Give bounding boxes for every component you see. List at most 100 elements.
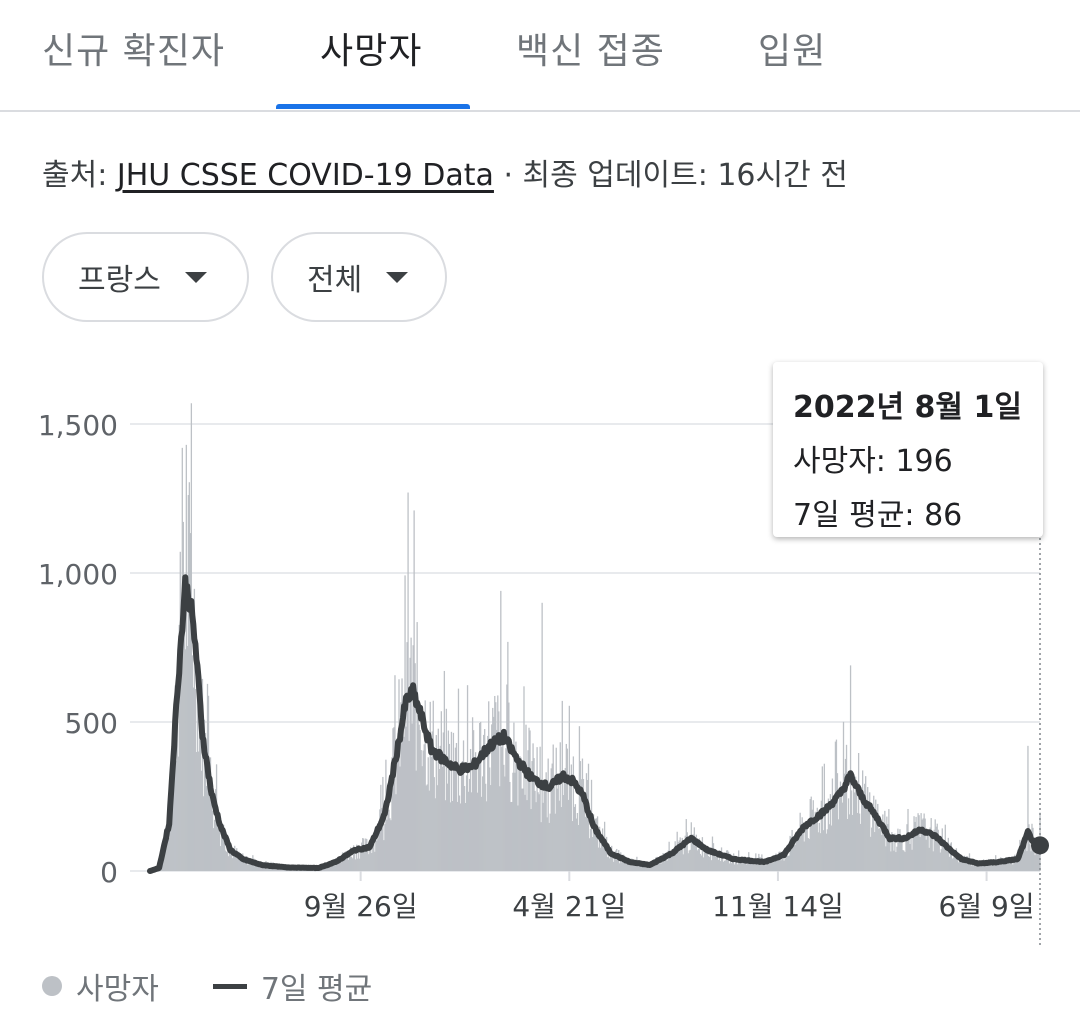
daily-bar (461, 761, 464, 871)
daily-bar (998, 859, 1000, 871)
daily-bar (704, 846, 707, 871)
source-link[interactable]: JHU CSSE COVID-19 Data (116, 158, 494, 193)
daily-bar (754, 864, 756, 871)
daily-bar (887, 824, 889, 871)
daily-bar (403, 736, 405, 871)
daily-bar (842, 721, 845, 871)
daily-bar (858, 813, 861, 871)
daily-bar (537, 792, 539, 871)
daily-bar (949, 843, 951, 871)
daily-bar (819, 833, 821, 871)
daily-bar (928, 847, 930, 871)
daily-bar (739, 858, 741, 871)
daily-bar (740, 859, 742, 871)
daily-bar (429, 701, 431, 871)
daily-bar (464, 802, 467, 871)
daily-bar (713, 854, 716, 871)
daily-bar (808, 838, 810, 871)
daily-bar (699, 853, 702, 871)
daily-bar (715, 856, 718, 871)
daily-bar (770, 860, 772, 871)
tab-vaccinations[interactable]: 백신 접종 (516, 31, 665, 72)
daily-bar (622, 858, 624, 871)
daily-bar (980, 863, 983, 871)
daily-bar (620, 852, 622, 871)
daily-bar (553, 786, 555, 871)
selected-point-marker (1031, 836, 1049, 855)
daily-bar (484, 728, 486, 871)
daily-bar (472, 730, 475, 871)
daily-bar (228, 856, 230, 871)
daily-bar (481, 796, 483, 871)
daily-bar (777, 857, 779, 871)
daily-bar (634, 862, 636, 871)
tab-hospitalizations[interactable]: 입원 (758, 31, 827, 72)
daily-bar (565, 743, 567, 871)
daily-bar (871, 827, 873, 871)
daily-bar (767, 862, 769, 871)
tab-deaths[interactable]: 사망자 (320, 31, 423, 72)
daily-bar (344, 851, 347, 871)
tooltip-date: 2022년 8월 1일 (793, 390, 1022, 425)
caret-down-icon (386, 271, 409, 283)
daily-bar (823, 763, 826, 871)
daily-bar (511, 801, 513, 871)
deaths-chart[interactable]: 0 500 1,000 1,500 9월 26일 4월 21일 11월 14일 6월 9일 (0, 360, 1080, 960)
daily-bar (986, 861, 989, 871)
daily-bar (918, 815, 920, 871)
daily-bar (540, 822, 542, 871)
daily-bar (897, 828, 899, 871)
daily-bar (192, 687, 195, 871)
daily-bar (372, 843, 374, 871)
daily-bar (600, 836, 603, 871)
daily-bar (933, 829, 935, 871)
daily-bar (765, 865, 767, 871)
daily-bar (800, 829, 802, 871)
x-tick-label: 4월 21일 (512, 890, 626, 923)
daily-bar (963, 855, 966, 871)
daily-bar (958, 859, 961, 871)
daily-bar (203, 719, 206, 871)
daily-bar (992, 864, 994, 871)
daily-bar (752, 861, 754, 871)
daily-bar (378, 820, 380, 871)
daily-bar (860, 789, 863, 871)
daily-bar (807, 838, 809, 871)
daily-bar (333, 861, 336, 871)
daily-bar (727, 851, 730, 871)
daily-bar (989, 861, 991, 871)
tab-new-cases[interactable]: 신규 확진자 (42, 31, 226, 72)
daily-bar (254, 866, 256, 871)
daily-bar (555, 747, 557, 871)
daily-bar (238, 851, 240, 871)
daily-bar (433, 777, 435, 871)
daily-bar (962, 860, 965, 871)
country-dropdown[interactable]: 프랑스 (42, 232, 249, 322)
daily-bar (839, 781, 842, 871)
daily-bar (810, 796, 812, 871)
daily-bar (956, 855, 959, 871)
daily-bar (458, 795, 461, 871)
daily-bar (542, 802, 544, 871)
daily-bar (233, 849, 235, 871)
daily-bar (337, 863, 340, 871)
daily-bar (213, 819, 216, 871)
daily-bar (911, 849, 913, 871)
daily-bar (1009, 857, 1011, 871)
daily-bar (434, 798, 436, 871)
daily-bar (1006, 861, 1008, 871)
daily-bar (583, 795, 586, 871)
daily-bar (849, 665, 852, 871)
daily-bar (520, 757, 522, 871)
daily-bar (348, 854, 351, 871)
daily-bar (863, 803, 865, 871)
daily-bar (363, 838, 365, 871)
daily-bar (397, 733, 399, 871)
daily-bar (330, 865, 333, 871)
daily-bar (725, 850, 728, 871)
range-dropdown[interactable]: 전체 (271, 232, 447, 322)
daily-bar (539, 746, 541, 871)
daily-bar (591, 837, 594, 871)
daily-bar (906, 824, 908, 871)
daily-bar (919, 837, 921, 871)
